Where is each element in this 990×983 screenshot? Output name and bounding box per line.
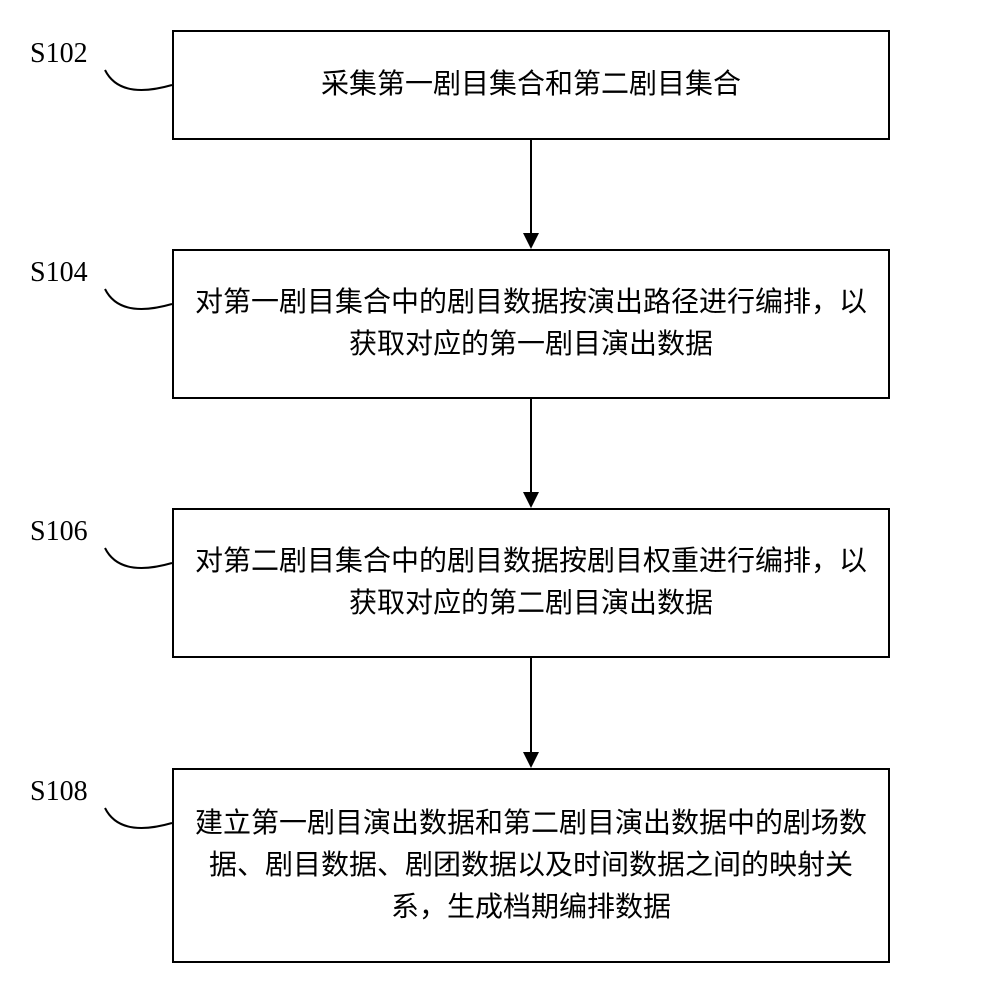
step-box-s104: 对第一剧目集合中的剧目数据按演出路径进行编排，以获取对应的第一剧目演出数据 [172, 249, 890, 399]
step-box-s102: 采集第一剧目集合和第二剧目集合 [172, 30, 890, 140]
step-text-s104: 对第一剧目集合中的剧目数据按演出路径进行编排，以获取对应的第一剧目演出数据 [194, 282, 868, 366]
step-label-s102: S102 [30, 38, 88, 70]
step-text-s102: 采集第一剧目集合和第二剧目集合 [321, 64, 741, 106]
flowchart-container: S102 采集第一剧目集合和第二剧目集合 S104 对第一剧目集合中的剧目数据按… [0, 0, 990, 983]
step-text-s108: 建立第一剧目演出数据和第二剧目演出数据中的剧场数据、剧目数据、剧团数据以及时间数… [194, 803, 868, 929]
step-label-s104: S104 [30, 257, 88, 289]
step-box-s106: 对第二剧目集合中的剧目数据按剧目权重进行编排，以获取对应的第二剧目演出数据 [172, 508, 890, 658]
step-text-s106: 对第二剧目集合中的剧目数据按剧目权重进行编排，以获取对应的第二剧目演出数据 [194, 541, 868, 625]
step-label-s106: S106 [30, 516, 88, 548]
step-box-s108: 建立第一剧目演出数据和第二剧目演出数据中的剧场数据、剧目数据、剧团数据以及时间数… [172, 768, 890, 963]
step-label-s108: S108 [30, 776, 88, 808]
